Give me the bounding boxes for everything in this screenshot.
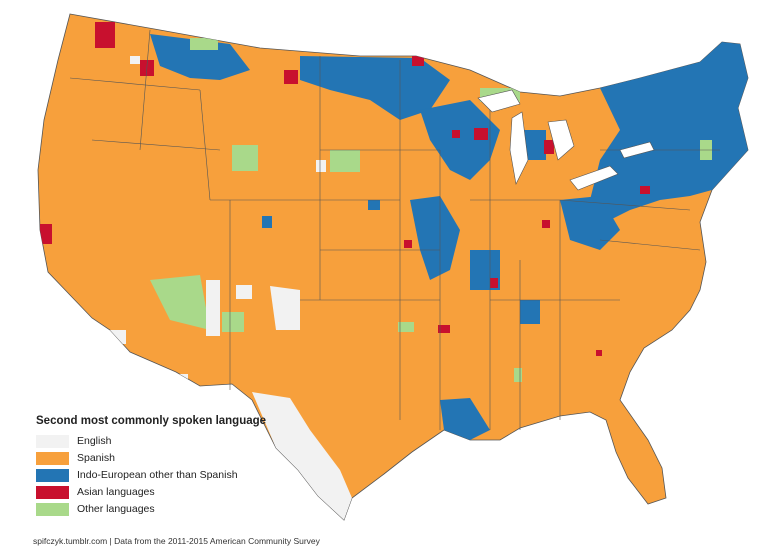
legend-swatch-other [36,502,69,516]
english-regions [108,56,352,520]
legend-title: Second most commonly spoken language [36,415,267,427]
indo-european-regions [150,34,748,440]
source-credit: spifczyk.tumblr.com | Data from the 2011… [33,536,320,546]
great-lakes [477,89,655,191]
legend-label: English [77,435,112,447]
legend-label: Indo-European other than Spanish [77,469,238,481]
legend-item-spanish: Spanish [36,450,296,466]
legend-label: Asian languages [77,486,155,498]
legend-label: Other languages [77,503,155,515]
legend-label: Spanish [77,452,115,464]
legend-item-asian: Asian languages [36,484,296,500]
legend-swatch-english [36,434,69,448]
state-boundaries [69,29,720,430]
legend-item-english: English [36,433,296,449]
map-legend: Second most commonly spoken language Eng… [36,415,296,518]
legend-swatch-spanish [36,451,69,465]
legend-swatch-indo-european [36,468,69,482]
legend-swatch-asian [36,485,69,499]
legend-item-indo-european: Indo-European other than Spanish [36,467,296,483]
legend-item-other: Other languages [36,501,296,517]
